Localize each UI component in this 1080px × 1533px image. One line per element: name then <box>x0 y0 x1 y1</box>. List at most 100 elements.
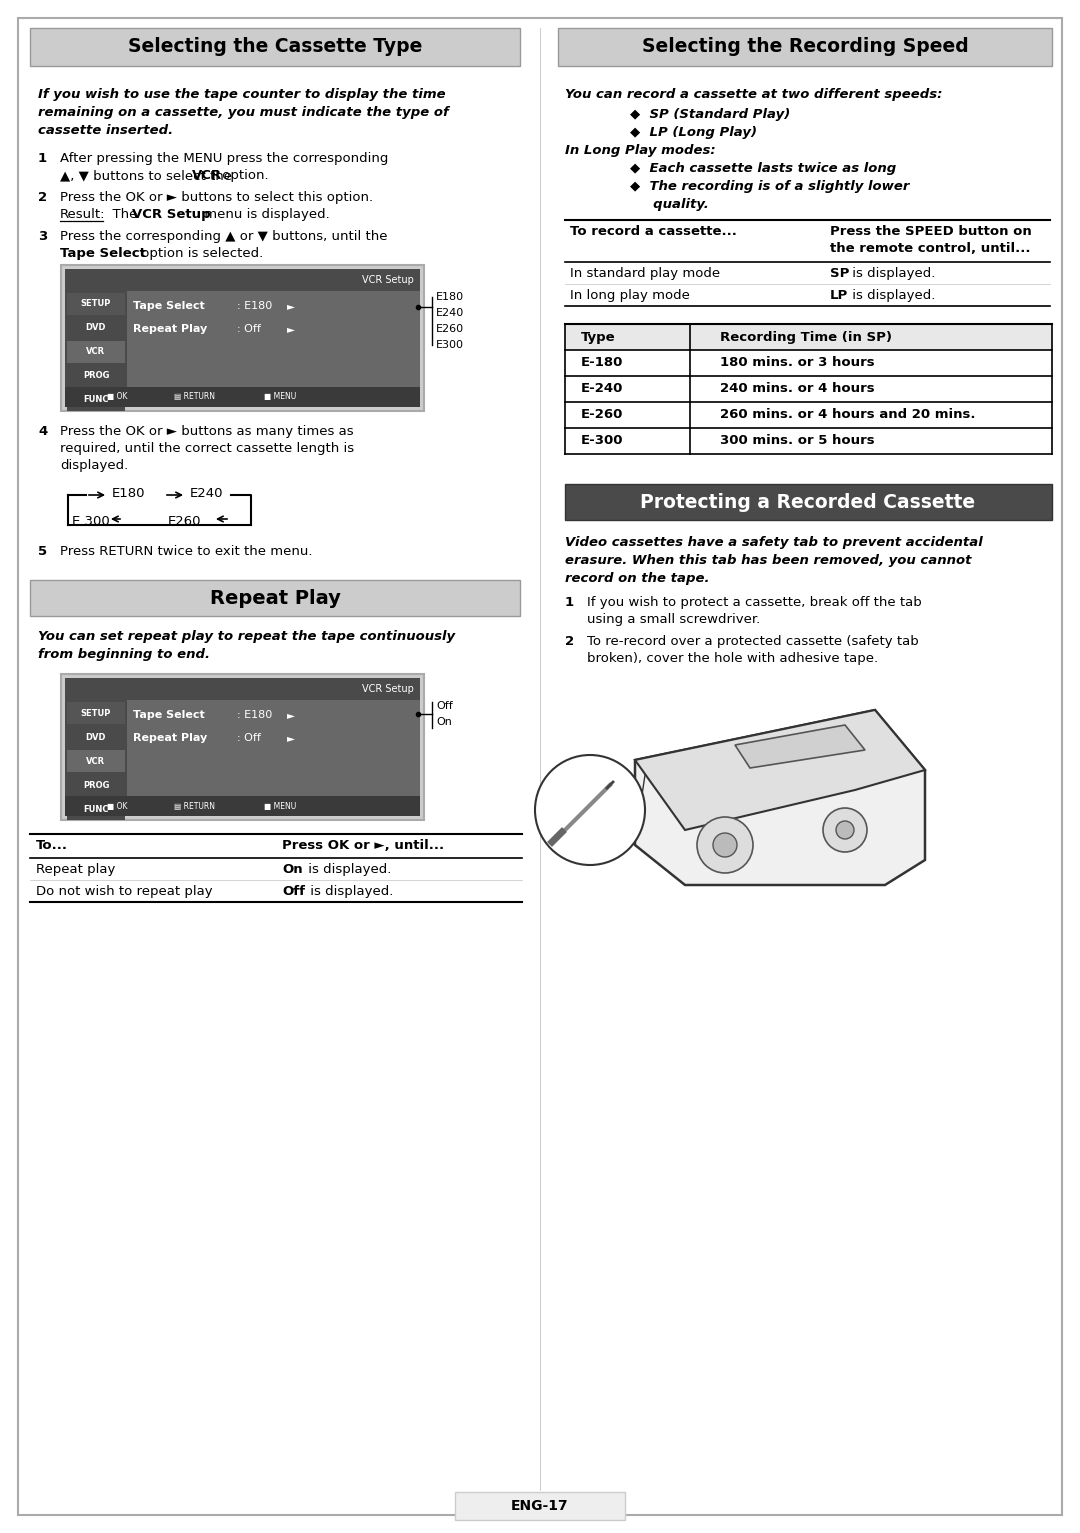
Text: is displayed.: is displayed. <box>848 267 935 281</box>
Text: On: On <box>282 863 302 875</box>
Text: Selecting the Recording Speed: Selecting the Recording Speed <box>642 37 969 57</box>
Text: Off: Off <box>282 885 305 898</box>
Text: ■ MENU: ■ MENU <box>264 802 296 811</box>
Text: is displayed.: is displayed. <box>306 885 393 898</box>
Bar <box>65 268 127 406</box>
Text: ▲, ▼ buttons to select the: ▲, ▼ buttons to select the <box>60 169 237 182</box>
Text: VCR Setup: VCR Setup <box>132 208 211 221</box>
Polygon shape <box>635 710 924 829</box>
Bar <box>67 750 125 773</box>
Text: VCR: VCR <box>192 169 222 182</box>
Text: E-240: E-240 <box>581 382 623 396</box>
Text: SETUP: SETUP <box>81 299 111 308</box>
Text: SETUP: SETUP <box>81 708 111 717</box>
Bar <box>565 484 1052 520</box>
Text: ►: ► <box>287 733 295 744</box>
Text: To...: To... <box>36 839 68 852</box>
Text: : E180: : E180 <box>237 300 272 311</box>
Text: 260 mins. or 4 hours and 20 mins.: 260 mins. or 4 hours and 20 mins. <box>720 408 975 422</box>
Bar <box>67 293 125 314</box>
Text: The: The <box>104 208 141 221</box>
Bar <box>67 340 125 363</box>
Text: 300 mins. or 5 hours: 300 mins. or 5 hours <box>720 434 875 448</box>
Text: Press the corresponding ▲ or ▼ buttons, until the: Press the corresponding ▲ or ▼ buttons, … <box>60 230 388 244</box>
Bar <box>455 1492 625 1521</box>
Bar <box>67 365 125 386</box>
Text: ►: ► <box>287 710 295 721</box>
Text: ►: ► <box>287 323 295 334</box>
Text: Type: Type <box>581 331 616 343</box>
Text: In Long Play modes:: In Long Play modes: <box>565 144 716 156</box>
Bar <box>30 579 519 616</box>
Text: ■ OK: ■ OK <box>107 392 127 402</box>
Bar <box>65 268 420 406</box>
Text: remaining on a cassette, you must indicate the type of: remaining on a cassette, you must indica… <box>38 106 449 120</box>
Text: E-300: E-300 <box>581 434 623 448</box>
Text: 180 mins. or 3 hours: 180 mins. or 3 hours <box>720 356 875 369</box>
Text: broken), cover the hole with adhesive tape.: broken), cover the hole with adhesive ta… <box>588 652 878 665</box>
Text: DVD: DVD <box>85 323 106 333</box>
Text: VCR: VCR <box>86 348 106 357</box>
Text: In standard play mode: In standard play mode <box>570 267 720 281</box>
Circle shape <box>697 817 753 872</box>
Text: from beginning to end.: from beginning to end. <box>38 648 210 661</box>
Text: 2: 2 <box>565 635 575 648</box>
Text: the remote control, until...: the remote control, until... <box>831 242 1030 254</box>
Text: In long play mode: In long play mode <box>570 290 690 302</box>
Text: You can set repeat play to repeat the tape continuously: You can set repeat play to repeat the ta… <box>38 630 455 642</box>
Text: : E180: : E180 <box>237 710 272 721</box>
Text: is displayed.: is displayed. <box>848 290 935 302</box>
Text: 1: 1 <box>38 152 48 166</box>
Text: erasure. When this tab has been removed, you cannot: erasure. When this tab has been removed,… <box>565 553 972 567</box>
Polygon shape <box>735 725 865 768</box>
Text: quality.: quality. <box>630 198 708 212</box>
Text: VCR Setup: VCR Setup <box>362 274 414 285</box>
Text: Press RETURN twice to exit the menu.: Press RETURN twice to exit the menu. <box>60 546 312 558</box>
Bar <box>60 265 424 411</box>
Text: DVD: DVD <box>85 733 106 742</box>
Text: E260: E260 <box>168 515 202 527</box>
Text: Repeat Play: Repeat Play <box>133 733 207 744</box>
Bar <box>67 702 125 724</box>
Text: Protecting a Recorded Cassette: Protecting a Recorded Cassette <box>640 492 975 512</box>
Bar <box>67 799 125 820</box>
Text: Press the OK or ► buttons to select this option.: Press the OK or ► buttons to select this… <box>60 192 373 204</box>
Text: E180: E180 <box>112 487 146 500</box>
Bar <box>65 678 420 701</box>
Text: If you wish to protect a cassette, break off the tab: If you wish to protect a cassette, break… <box>588 596 921 609</box>
Text: required, until the correct cassette length is: required, until the correct cassette len… <box>60 442 354 455</box>
Text: VCR: VCR <box>86 756 106 765</box>
Text: Repeat play: Repeat play <box>36 863 116 875</box>
Circle shape <box>823 808 867 852</box>
Text: Recording Time (in SP): Recording Time (in SP) <box>720 331 892 343</box>
Circle shape <box>535 754 645 865</box>
Text: LP: LP <box>831 290 848 302</box>
Bar <box>67 389 125 411</box>
Text: VCR Setup: VCR Setup <box>362 684 414 694</box>
Text: menu is displayed.: menu is displayed. <box>200 208 329 221</box>
Text: E240: E240 <box>190 487 224 500</box>
Text: 2: 2 <box>38 192 48 204</box>
Text: Repeat Play: Repeat Play <box>210 589 340 607</box>
Text: Repeat Play: Repeat Play <box>133 323 207 334</box>
Text: ENG-17: ENG-17 <box>511 1499 569 1513</box>
Text: cassette inserted.: cassette inserted. <box>38 124 173 136</box>
Bar <box>30 28 519 66</box>
Bar <box>60 675 424 820</box>
Text: displayed.: displayed. <box>60 458 129 472</box>
Text: ■ OK: ■ OK <box>107 802 127 811</box>
Text: You can record a cassette at two different speeds:: You can record a cassette at two differe… <box>565 87 943 101</box>
Bar <box>65 678 127 816</box>
Text: Result:: Result: <box>60 208 106 221</box>
Text: using a small screwdriver.: using a small screwdriver. <box>588 613 760 625</box>
Text: PROG: PROG <box>83 780 109 789</box>
Text: 3: 3 <box>38 230 48 244</box>
Text: 4: 4 <box>38 425 48 438</box>
Text: ▤ RETURN: ▤ RETURN <box>175 392 216 402</box>
Bar <box>565 323 1052 350</box>
Text: 5: 5 <box>38 546 48 558</box>
Text: ◆  The recording is of a slightly lower: ◆ The recording is of a slightly lower <box>630 179 909 193</box>
Bar <box>67 774 125 796</box>
Text: ◆  SP (Standard Play): ◆ SP (Standard Play) <box>630 107 791 121</box>
Text: option is selected.: option is selected. <box>137 247 264 261</box>
